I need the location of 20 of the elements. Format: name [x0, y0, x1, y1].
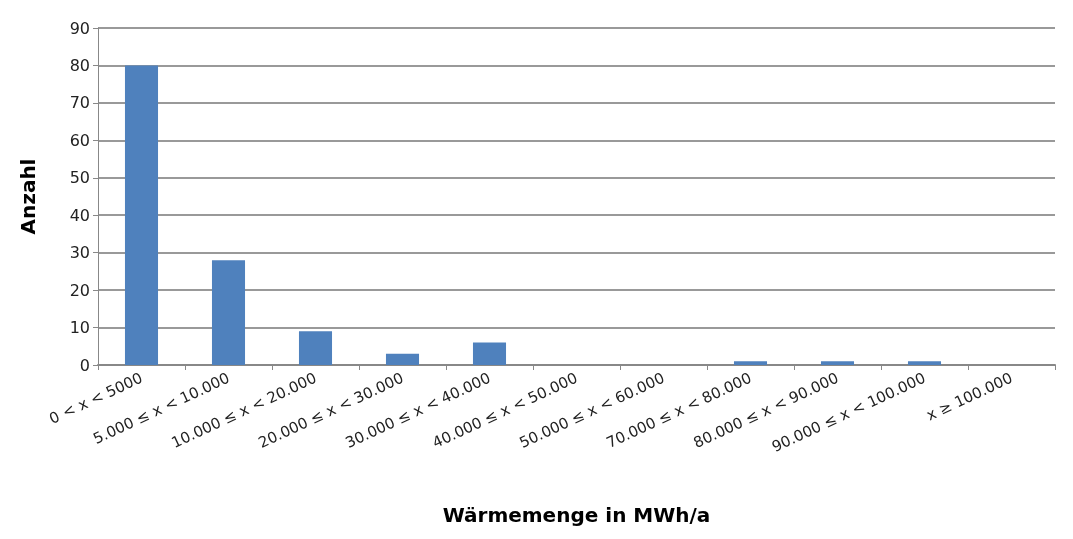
y-tick-label: 80 [69, 55, 90, 75]
x-axis-title: Wärmemenge in MWh/a [442, 503, 711, 527]
y-tick-label: 50 [69, 168, 90, 188]
y-tick-label: 60 [69, 130, 90, 150]
y-tick-label: 30 [69, 243, 90, 263]
bar [211, 260, 246, 365]
y-tick-label: 70 [69, 93, 90, 113]
bar [733, 361, 768, 365]
bar [124, 65, 159, 365]
bar [385, 353, 420, 365]
y-tick-label: 20 [69, 280, 90, 300]
y-tick-label: 10 [69, 318, 90, 338]
bar [820, 361, 855, 365]
bar [472, 342, 507, 365]
bar [907, 361, 942, 365]
y-tick-label: 40 [69, 205, 90, 225]
y-tick-label: 0 [79, 355, 90, 375]
y-axis-title: Anzahl [16, 158, 40, 235]
y-tick-label: 90 [69, 18, 90, 38]
bar [298, 331, 333, 365]
